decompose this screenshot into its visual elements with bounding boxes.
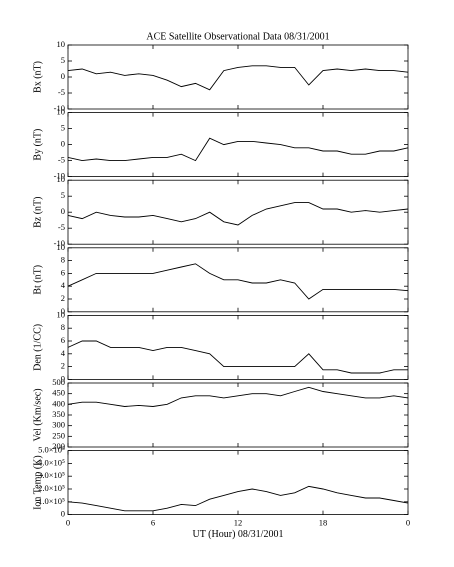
y-tick-label: -5 [58, 155, 65, 165]
y-axis-label: Bx (nT) [32, 61, 43, 93]
y-tick-label: 0 [61, 509, 65, 519]
y-tick-label: 0 [61, 206, 65, 216]
y-tick-label: 1.0×10⁵ [38, 496, 65, 506]
y-tick-label: 6 [61, 267, 65, 277]
panel-frame [67, 112, 409, 177]
y-tick-label: 350 [52, 409, 65, 419]
y-axis-label: Bt (nT) [32, 265, 43, 295]
x-tick-label: 0 [406, 518, 410, 528]
y-tick-label: 10 [57, 107, 66, 117]
panel-frame [67, 44, 409, 110]
data-line [67, 485, 409, 512]
y-tick-label: 0 [61, 373, 65, 383]
y-tick-label: -5 [58, 87, 65, 97]
x-tick-label: 6 [151, 518, 155, 528]
y-tick-label: 10 [57, 242, 66, 252]
y-axis-label: Bz (nT) [32, 197, 43, 228]
y-tick-label: 2.0×10⁵ [38, 483, 65, 493]
data-line [67, 65, 409, 91]
y-axis-label: Ion Temp (K) [32, 455, 43, 510]
data-line [67, 202, 409, 226]
data-line [67, 386, 409, 407]
y-tick-label: -10 [54, 171, 65, 181]
y-tick-label: 2 [61, 293, 65, 303]
y-tick-label: 5 [61, 190, 65, 200]
y-tick-label: -5 [58, 222, 65, 232]
y-tick-label: 2 [61, 361, 65, 371]
y-tick-label: 10 [57, 174, 66, 184]
y-tick-label: 250 [52, 430, 65, 440]
y-tick-label: 5 [61, 123, 65, 133]
data-line [67, 340, 408, 374]
panel-frame [67, 382, 409, 448]
chart-title: ACE Satellite Observational Data 08/31/2… [146, 31, 329, 42]
y-tick-label: 4 [61, 348, 66, 358]
y-tick-label: 5 [61, 55, 65, 65]
y-tick-label: -10 [54, 103, 65, 113]
y-tick-label: -10 [54, 238, 65, 248]
panel-frame [67, 450, 409, 516]
y-tick-label: 5.0×10⁵ [38, 445, 65, 455]
y-tick-label: 0 [61, 139, 65, 149]
y-tick-label: 400 [52, 398, 65, 408]
y-tick-label: 4.0×10⁵ [38, 457, 65, 467]
y-tick-label: 0 [61, 306, 65, 316]
x-tick-label: 18 [319, 518, 328, 528]
data-line [67, 263, 409, 300]
y-tick-label: 300 [52, 420, 65, 430]
y-tick-label: 4 [61, 280, 66, 290]
panel-frame [67, 179, 409, 245]
y-tick-label: 8 [61, 322, 65, 332]
y-tick-label: 6 [61, 335, 65, 345]
y-tick-label: 10 [57, 39, 66, 49]
y-tick-label: 500 [52, 377, 65, 387]
x-tick-label: 0 [66, 518, 70, 528]
x-tick-label: 12 [234, 518, 243, 528]
y-tick-label: 0 [61, 71, 65, 81]
y-axis-label: By (nT) [32, 129, 43, 161]
y-tick-label: 10 [57, 309, 66, 319]
y-tick-label: 8 [61, 255, 65, 265]
y-axis-label: Vel (Km/sec) [32, 388, 43, 441]
y-tick-label: 200 [52, 441, 65, 451]
x-axis-label: UT (Hour) 08/31/2001 [193, 529, 284, 540]
data-line [67, 137, 409, 162]
y-tick-label: 450 [52, 388, 65, 398]
y-axis-label: Den (1/CC) [32, 324, 43, 371]
y-tick-label: 3.0×10⁵ [38, 470, 65, 480]
